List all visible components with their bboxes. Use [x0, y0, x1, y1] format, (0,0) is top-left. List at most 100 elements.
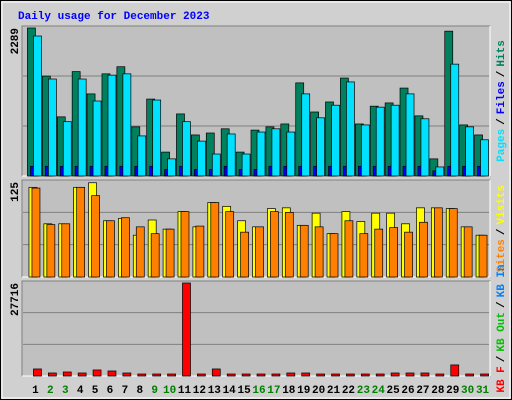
bar: [165, 228, 175, 278]
x-tick-label: 28: [431, 385, 445, 397]
bar: [31, 187, 41, 278]
bar: [390, 372, 400, 377]
bar: [46, 224, 56, 278]
bar: [480, 139, 489, 177]
x-tick-label: 17: [267, 385, 280, 397]
bar: [107, 74, 117, 177]
bar: [433, 207, 443, 278]
bar: [152, 373, 162, 377]
bar: [225, 211, 235, 278]
x-tick-label: 20: [312, 385, 325, 397]
bar: [241, 373, 251, 377]
bar: [211, 368, 221, 377]
bar: [420, 372, 430, 377]
bar: [419, 221, 428, 278]
bar: [92, 369, 102, 377]
bar: [480, 373, 489, 377]
bar: [435, 166, 445, 177]
bar: [76, 186, 86, 278]
legend-entry: KB Out: [496, 312, 508, 352]
bar: [77, 372, 87, 377]
bar: [255, 226, 264, 278]
bar: [195, 225, 205, 278]
x-tick-label: 7: [122, 385, 129, 397]
bar: [241, 153, 251, 177]
bar: [465, 126, 474, 177]
x-tick-label: 31: [476, 385, 490, 397]
bar: [180, 211, 190, 278]
bar: [48, 372, 57, 377]
bar: [389, 227, 398, 278]
legend-separator: /: [496, 118, 508, 125]
bar: [122, 372, 132, 377]
bar: [465, 373, 474, 377]
x-tick-label: 23: [357, 385, 371, 397]
bar: [182, 121, 191, 177]
bar: [286, 131, 296, 177]
legend: Sites / Visits: [496, 185, 508, 272]
bar: [316, 117, 325, 177]
bar: [106, 220, 115, 278]
x-tick-label: 14: [223, 385, 237, 397]
bar: [301, 372, 311, 377]
panel: [21, 280, 491, 377]
bar: [359, 233, 369, 278]
x-tick-label: 10: [163, 385, 176, 397]
bar: [346, 373, 355, 377]
x-tick-label: 16: [252, 385, 265, 397]
bar: [374, 228, 384, 278]
x-tick-label: 12: [193, 385, 206, 397]
bar: [360, 373, 370, 377]
x-tick-label: 11: [178, 385, 192, 397]
bar: [167, 158, 176, 177]
bar: [463, 226, 473, 278]
bar: [91, 195, 100, 278]
bar: [150, 233, 160, 278]
bar: [450, 364, 460, 377]
bar: [152, 99, 162, 177]
bar: [271, 128, 281, 177]
bar: [107, 370, 117, 377]
bar: [286, 372, 296, 377]
bar: [331, 373, 340, 377]
legend: Pages / Files / Hits: [496, 40, 508, 162]
bar: [33, 35, 42, 177]
x-tick-label: 29: [446, 385, 459, 397]
x-tick-label: 27: [416, 385, 429, 397]
x-tick-label: 6: [107, 385, 114, 397]
x-tick-label: 30: [461, 385, 474, 397]
x-tick-label: 15: [237, 385, 251, 397]
bar: [33, 368, 42, 377]
bar: [405, 372, 415, 377]
bar: [197, 373, 206, 377]
x-tick-label: 19: [297, 385, 310, 397]
legend-separator: /: [496, 355, 508, 362]
x-tick-label: 18: [282, 385, 296, 397]
bar: [137, 135, 147, 177]
legend-entry: Pages: [496, 129, 508, 162]
bar: [182, 282, 191, 377]
bar: [256, 131, 266, 177]
bar: [346, 81, 355, 177]
x-tick-label: 21: [327, 385, 341, 397]
bar: [137, 373, 147, 377]
x-tick-label: 26: [401, 385, 414, 397]
bar: [61, 223, 71, 278]
y-tick-label: 125: [10, 182, 22, 202]
bar: [329, 233, 339, 278]
bar: [167, 373, 176, 377]
legend-entry: Hits: [496, 40, 508, 66]
bar: [478, 234, 488, 278]
bar: [314, 226, 324, 278]
bar: [420, 118, 430, 177]
bar: [62, 121, 72, 177]
legend-entry: KB F: [496, 366, 508, 392]
legend-separator: /: [496, 301, 508, 308]
x-tick-label: 8: [136, 385, 143, 397]
bar: [256, 373, 266, 377]
x-tick-label: 1: [32, 385, 39, 397]
bar: [121, 217, 130, 278]
bar: [48, 78, 57, 177]
